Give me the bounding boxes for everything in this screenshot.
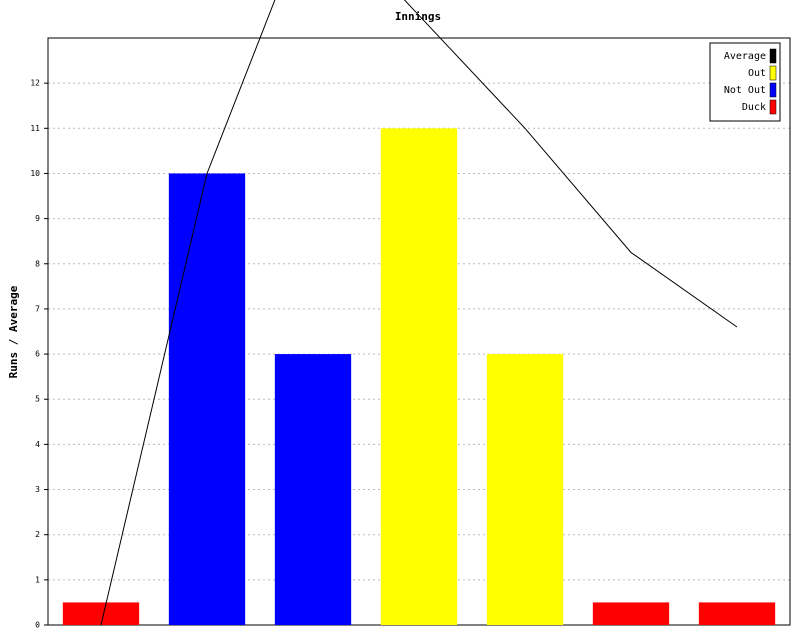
bar	[274, 354, 352, 625]
y-tick-label: 1	[35, 575, 40, 584]
y-tick-label: 4	[35, 440, 40, 449]
bar	[486, 354, 564, 625]
legend-swatch	[769, 48, 777, 64]
legend-swatch	[769, 65, 777, 81]
bar	[698, 602, 776, 625]
y-tick-label: 0	[35, 621, 40, 630]
y-tick-label: 2	[35, 530, 40, 539]
y-tick-label: 11	[30, 124, 40, 133]
legend-label: Average	[724, 51, 766, 62]
y-tick-label: 10	[30, 169, 40, 178]
bar	[592, 602, 670, 625]
legend-label: Out	[748, 68, 766, 79]
y-axis-label: Runs / Average	[7, 285, 20, 378]
y-tick-label: 5	[35, 395, 40, 404]
y-tick-label: 3	[35, 485, 40, 494]
y-tick-label: 7	[35, 304, 40, 313]
legend-label: Duck	[742, 102, 766, 113]
legend-label: Not Out	[724, 85, 766, 96]
line	[100, 0, 738, 626]
y-tick-label: 8	[35, 259, 40, 268]
legend-swatch	[769, 99, 777, 115]
legend-swatch	[769, 82, 777, 98]
legend-box	[709, 42, 781, 122]
y-tick-label: 9	[35, 214, 40, 223]
y-tick-label: 12	[30, 79, 40, 88]
bar	[380, 128, 458, 626]
bar	[62, 602, 140, 625]
bar	[168, 173, 246, 625]
y-tick-label: 6	[35, 350, 40, 359]
chart-title: Innings	[395, 10, 441, 23]
